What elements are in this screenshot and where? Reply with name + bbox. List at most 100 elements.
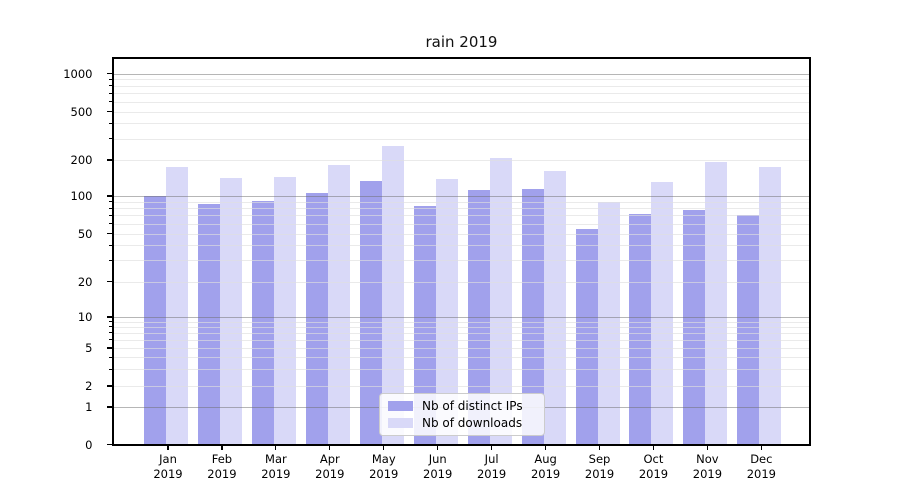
legend-swatch-nb-of-downloads — [388, 418, 413, 428]
gridline-major-1000 — [113, 73, 810, 75]
legend: Nb of distinct IPs Nb of downloads — [379, 393, 545, 436]
x-axis-label-oct: Oct 2019 — [621, 452, 685, 482]
gridline-minor-300 — [113, 138, 810, 140]
gridline-minor-40 — [113, 245, 810, 247]
x-axis-label-jan: Jan 2019 — [136, 452, 200, 482]
bar-nb-of-distinct-ips-feb — [197, 203, 220, 445]
x-axis-label-month: Jul — [484, 452, 499, 466]
y-axis-minortick-9 — [109, 321, 113, 323]
gridline-minor-20 — [113, 281, 810, 283]
x-axis-label-month: Oct — [643, 452, 664, 466]
x-axis-label-year: 2019 — [692, 467, 723, 481]
x-axis-label-month: Jan — [159, 452, 177, 466]
x-axis-label-year: 2019 — [746, 467, 776, 481]
gridline-major-10 — [113, 317, 810, 318]
x-axis-label-apr: Apr 2019 — [298, 452, 362, 482]
x-axis-label-month: Jun — [428, 452, 447, 466]
x-axis-tick-aug — [544, 445, 547, 451]
x-axis-label-year: 2019 — [476, 467, 507, 481]
x-axis-label-aug: Aug 2019 — [514, 452, 578, 482]
x-axis-label-year: 2019 — [315, 467, 345, 481]
x-axis-tick-mar — [275, 445, 277, 451]
gridline-minor-600 — [113, 101, 810, 103]
y-axis-minortick-70 — [109, 214, 113, 216]
x-axis-tick-jul — [491, 445, 493, 451]
gridline-minor-6 — [113, 339, 810, 341]
bar-nb-of-downloads-jul — [489, 157, 512, 445]
gridline-minor-60 — [113, 223, 810, 225]
x-axis-tick-may — [383, 445, 385, 451]
bar-nb-of-distinct-ips-may — [359, 180, 382, 445]
legend-item-nb-of-downloads: Nb of downloads — [388, 416, 536, 430]
bar-nb-of-downloads-jun — [435, 178, 458, 445]
y-axis-label-500: 500 — [70, 104, 93, 119]
y-axis-tick-1000 — [106, 72, 113, 75]
y-axis-label-1000: 1000 — [63, 66, 93, 81]
gridline-minor-50 — [113, 233, 810, 235]
gridline-minor-7 — [113, 333, 810, 334]
bar-nb-of-distinct-ips-dec — [737, 215, 760, 445]
y-axis-label-2: 2 — [85, 379, 93, 393]
y-axis-tick-200 — [106, 159, 113, 161]
axis-spine-top — [112, 57, 811, 59]
y-axis-tick-5 — [106, 347, 113, 349]
y-axis-minortick-900 — [109, 78, 113, 80]
y-axis-minortick-700 — [109, 92, 113, 94]
x-axis-label-month: Dec — [750, 452, 773, 466]
bar-nb-of-downloads-jan — [166, 166, 188, 445]
y-axis-tick-1 — [106, 406, 113, 408]
gridline-minor-5 — [113, 348, 810, 349]
x-axis-label-year: 2019 — [369, 467, 399, 481]
legend-item-nb-of-distinct-ips: Nb of distinct IPs — [388, 399, 536, 413]
legend-label: Nb of distinct IPs — [422, 399, 523, 413]
gridline-minor-2 — [113, 386, 810, 387]
y-axis-tick-10 — [106, 316, 113, 318]
plot-area: Nb of distinct IPs Nb of downloads — [113, 58, 810, 445]
x-axis-label-month: Nov — [696, 452, 719, 466]
gridline-minor-3 — [113, 369, 810, 371]
x-axis-label-month: Sep — [588, 452, 611, 466]
gridline-minor-9 — [113, 321, 810, 323]
x-axis-label-jul: Jul 2019 — [460, 452, 524, 482]
x-axis-tick-oct — [652, 445, 655, 451]
bar-nb-of-distinct-ips-aug — [521, 188, 544, 445]
x-axis-label-month: Feb — [211, 452, 233, 466]
x-axis-label-month: Apr — [319, 452, 340, 466]
x-axis-tick-jan — [167, 445, 169, 451]
x-axis-tick-dec — [760, 445, 762, 451]
gridline-minor-400 — [113, 123, 810, 125]
gridline-major-100 — [113, 196, 810, 197]
chart-title: rain 2019 — [425, 33, 498, 51]
x-axis-label-year: 2019 — [584, 467, 615, 481]
y-axis-minortick-40 — [109, 244, 113, 246]
bar-nb-of-distinct-ips-jun — [413, 206, 436, 445]
y-axis-minortick-90 — [109, 201, 113, 203]
y-axis-minortick-3 — [109, 368, 113, 370]
bar-nb-of-distinct-ips-apr — [305, 192, 328, 445]
x-axis-label-year: 2019 — [153, 467, 183, 481]
y-axis-minortick-30 — [109, 259, 113, 261]
y-axis-minortick-400 — [109, 122, 113, 124]
y-axis-label-5: 5 — [85, 341, 93, 355]
gridline-minor-70 — [113, 215, 810, 217]
y-axis-label-10: 10 — [77, 310, 93, 324]
y-axis-minortick-300 — [109, 138, 113, 140]
x-axis-tick-apr — [329, 445, 331, 451]
legend-label: Nb of downloads — [422, 416, 523, 430]
bar-nb-of-distinct-ips-sep — [575, 229, 598, 445]
bar-nb-of-downloads-apr — [327, 165, 350, 445]
x-axis-label-mar: Mar 2019 — [244, 452, 308, 482]
y-axis-tick-100 — [106, 195, 113, 197]
gridline-minor-30 — [113, 260, 810, 262]
x-axis-tick-jun — [437, 445, 439, 451]
x-axis-label-month: Aug — [534, 452, 557, 466]
y-axis-minortick-6 — [109, 339, 113, 341]
axis-spine-left — [112, 58, 114, 445]
bar-nb-of-downloads-dec — [759, 166, 782, 445]
y-axis-label-50: 50 — [77, 226, 93, 241]
gridline-minor-80 — [113, 208, 810, 210]
x-axis-label-nov: Nov 2019 — [675, 452, 739, 482]
x-axis-label-year: 2019 — [638, 467, 669, 481]
x-axis-label-year: 2019 — [207, 467, 237, 481]
x-axis-tick-nov — [706, 445, 708, 451]
